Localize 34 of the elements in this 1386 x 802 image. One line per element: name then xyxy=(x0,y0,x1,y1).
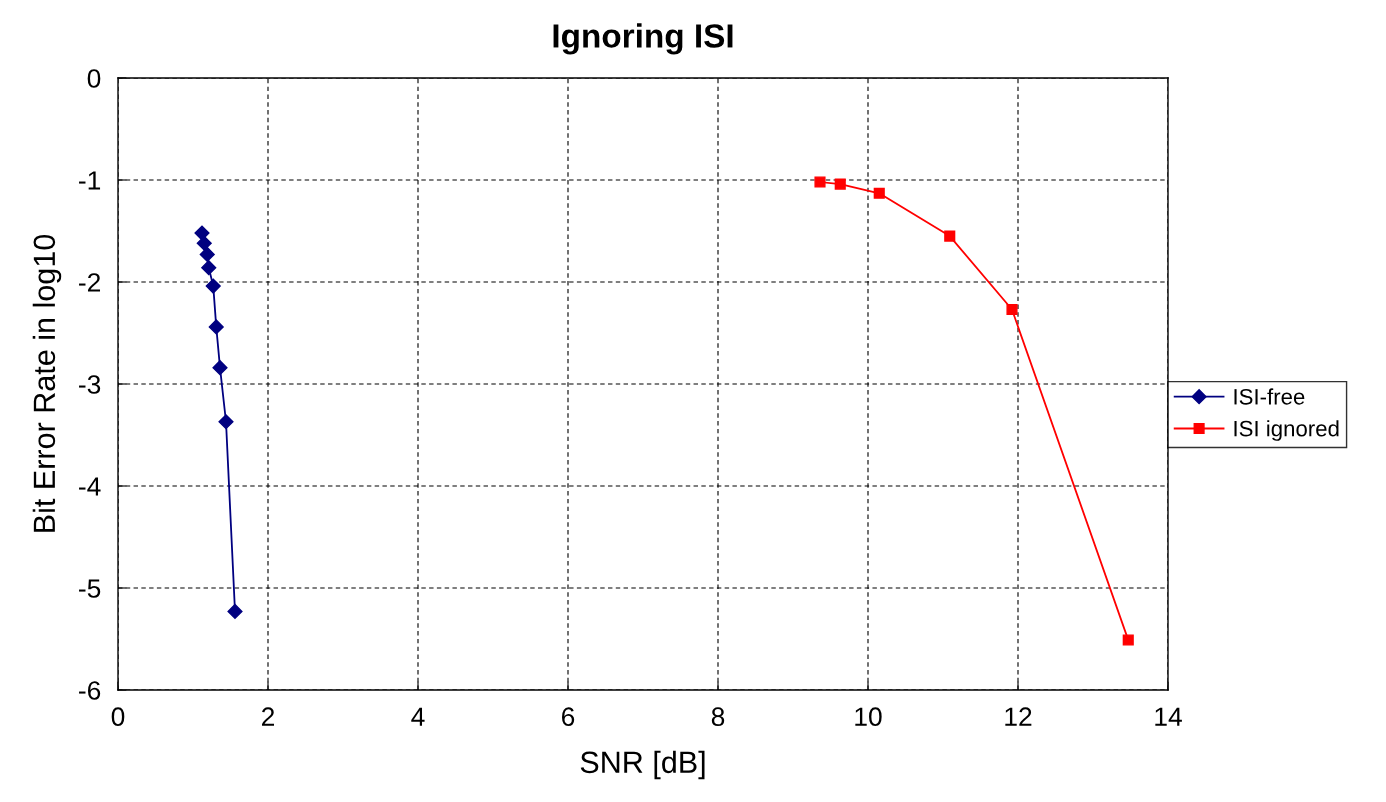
point xyxy=(199,246,215,263)
point xyxy=(218,414,234,430)
point xyxy=(201,260,217,276)
chart-title: Ignoring ISI xyxy=(553,23,733,55)
y-tick-label: -6 xyxy=(79,681,101,700)
point xyxy=(944,230,956,242)
x-axis-title: SNR [dB] xyxy=(580,750,705,780)
point xyxy=(1122,634,1134,646)
x-tick-label: 8 xyxy=(711,707,725,727)
y-tick-label: -2 xyxy=(79,273,101,292)
x-tick-label: 4 xyxy=(411,707,425,726)
point xyxy=(834,178,846,190)
y-tick-label: 0 xyxy=(87,69,101,88)
point xyxy=(1006,303,1018,316)
x-tick-label: 6 xyxy=(562,707,575,727)
x-tick-label: 2 xyxy=(261,707,275,726)
x-tick-label: 10 xyxy=(855,707,882,727)
y-tick-label: -4 xyxy=(79,477,101,496)
point xyxy=(205,278,221,294)
point xyxy=(873,187,885,199)
point xyxy=(814,176,826,188)
y-tick-label: -3 xyxy=(79,375,101,394)
x-tick-label: 14 xyxy=(1155,707,1182,726)
point xyxy=(208,319,224,335)
legend-label: ISI-free xyxy=(1234,388,1305,405)
legend-label: ISI ignored xyxy=(1234,420,1339,441)
point xyxy=(212,360,228,376)
point xyxy=(227,603,243,620)
y-tick-label: -1 xyxy=(79,171,101,190)
x-tick-label: 0 xyxy=(111,707,125,727)
point xyxy=(196,235,212,251)
x-tick-label: 12 xyxy=(1005,707,1032,726)
y-axis-title: Bit Error Rate in log10 xyxy=(32,234,62,532)
y-tick-label: -5 xyxy=(79,579,101,598)
